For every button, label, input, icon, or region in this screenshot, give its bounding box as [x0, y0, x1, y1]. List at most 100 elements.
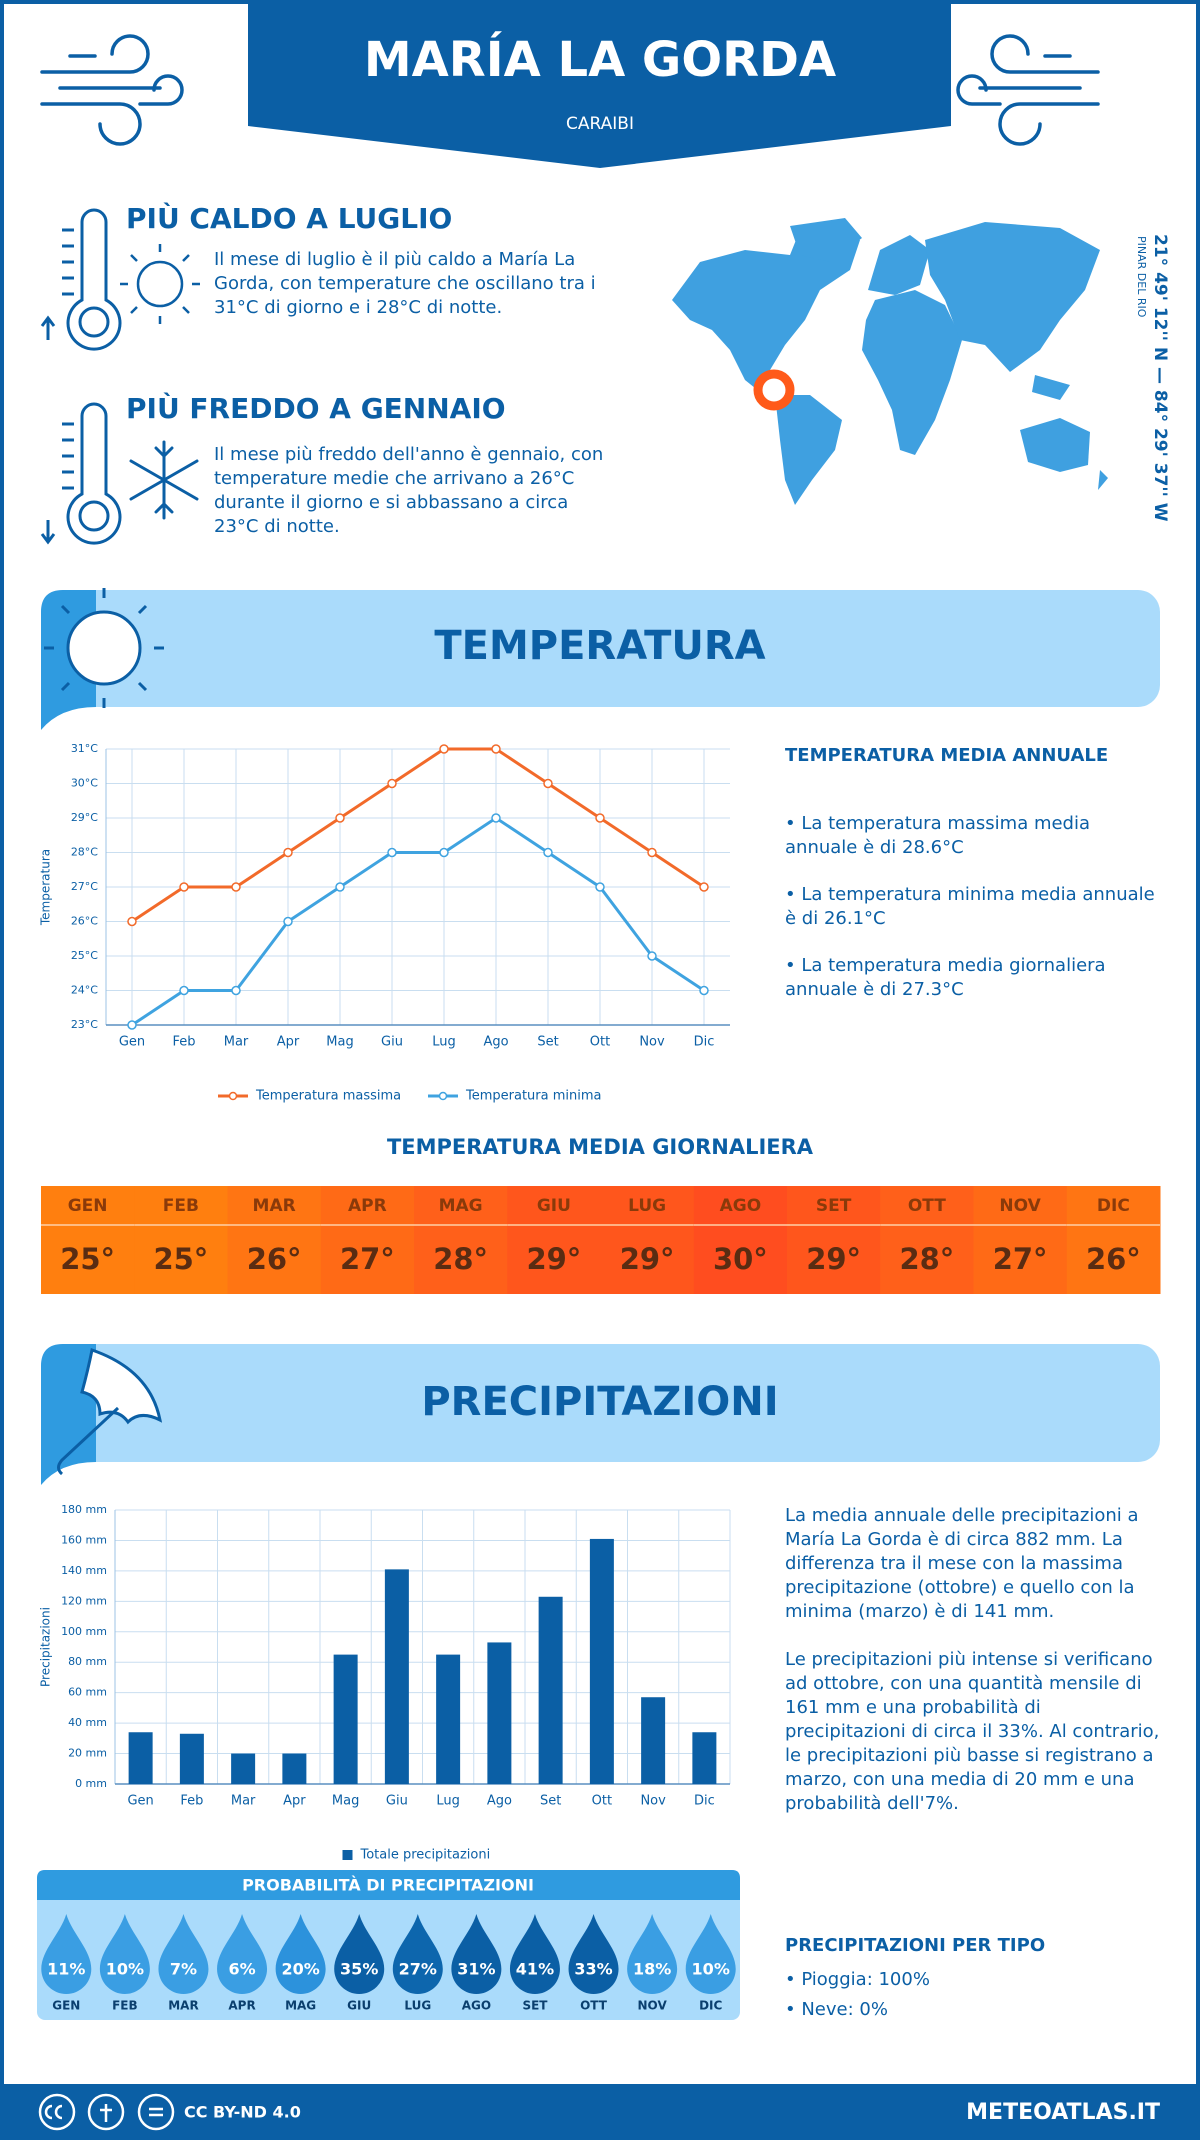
- table-value-cell: [41, 1224, 135, 1294]
- y-tick-label: 24°C: [71, 984, 98, 997]
- probability-value: 6%: [228, 1960, 255, 1979]
- section-banner: [41, 1344, 1160, 1462]
- y-tick-label: 30°C: [71, 777, 98, 790]
- x-tick-label: Giu: [381, 1035, 403, 1050]
- table-header-cell: [134, 1186, 228, 1224]
- region: PINAR DEL RIO: [1135, 236, 1148, 318]
- probability-value: 20%: [281, 1960, 319, 1979]
- wind-icon: [40, 34, 184, 146]
- legend-swatch: [342, 1850, 353, 1860]
- snowflake-icon: [129, 440, 199, 520]
- x-tick-label: Dic: [694, 1035, 715, 1050]
- bar: [179, 1733, 204, 1784]
- probability-value: 10%: [106, 1960, 144, 1979]
- probability-month: FEB: [112, 1999, 138, 2013]
- probability-drop: [275, 1914, 326, 1994]
- type-item: • Neve: 0%: [785, 1999, 888, 2020]
- x-tick-label: Lug: [436, 1794, 460, 1809]
- bar: [231, 1753, 256, 1784]
- x-tick-label: Nov: [640, 1794, 666, 1809]
- wind-icon: [956, 34, 1100, 146]
- umbrella-icon: [57, 1348, 163, 1476]
- bar: [692, 1732, 717, 1784]
- y-axis-label: Temperatura: [39, 849, 53, 926]
- probability-month: GIU: [347, 1999, 371, 2013]
- precip-paragraph: Le precipitazioni più intense si verific…: [785, 1649, 1160, 1814]
- probability-month: MAG: [285, 1999, 316, 2013]
- probability-value: 41%: [516, 1960, 554, 1979]
- summary-bullet: • La temperatura media giornaliera annua…: [785, 955, 1106, 1000]
- probability-month: MAR: [168, 1999, 198, 2013]
- y-axis-label: Precipitazioni: [39, 1607, 53, 1687]
- table-header-cell: [973, 1186, 1068, 1224]
- table-header-cell: [693, 1186, 788, 1224]
- line-point: [283, 847, 293, 858]
- y-tick-label: 28°C: [71, 846, 98, 859]
- probability-value: 7%: [170, 1960, 197, 1979]
- location-marker: [753, 369, 795, 411]
- line-point: [647, 847, 657, 858]
- x-tick-label: Ago: [487, 1794, 512, 1809]
- x-tick-label: Mag: [326, 1035, 353, 1050]
- legend-label: Totale precipitazioni: [360, 1848, 491, 1863]
- line-point: [335, 882, 345, 892]
- x-tick-label: Nov: [639, 1035, 665, 1050]
- probability-month: LUG: [404, 1999, 431, 2013]
- table-value: 25°: [153, 1242, 208, 1276]
- y-tick-label: 25°C: [71, 949, 98, 962]
- y-tick-label: 20 mm: [68, 1747, 107, 1760]
- section-title: TEMPERATURA: [434, 623, 765, 669]
- table-value: 29°: [620, 1242, 675, 1276]
- highlight-title: PIÙ CALDO A LUGLIO: [126, 202, 453, 235]
- table-month: OTT: [908, 1196, 946, 1216]
- probability-value: 27%: [399, 1960, 437, 1979]
- summary-title: TEMPERATURA MEDIA ANNUALE: [785, 745, 1109, 766]
- probability-drop: [334, 1914, 385, 1994]
- x-tick-label: Feb: [172, 1035, 195, 1050]
- table-value-cell: [973, 1224, 1068, 1294]
- table-value-cell: [227, 1224, 322, 1294]
- table-month: MAR: [253, 1196, 296, 1216]
- table-value-cell: [134, 1224, 228, 1294]
- bar: [487, 1642, 512, 1784]
- x-tick-label: Gen: [119, 1035, 145, 1050]
- probability-drop: [509, 1914, 560, 1994]
- probability-month: APR: [228, 1999, 255, 2013]
- probability-drop: [568, 1914, 619, 1994]
- table-header-cell: [600, 1186, 695, 1224]
- bar: [128, 1732, 153, 1784]
- x-tick-label: Ott: [592, 1794, 612, 1809]
- probability-month: SET: [522, 1999, 548, 2013]
- y-tick-label: 26°C: [71, 915, 98, 928]
- table-header-cell: [880, 1186, 974, 1224]
- highlight-title: PIÙ FREDDO A GENNAIO: [126, 392, 506, 425]
- type-title: PRECIPITAZIONI PER TIPO: [785, 1935, 1046, 1956]
- table-value: 29°: [526, 1242, 581, 1276]
- table-month: AGO: [720, 1196, 762, 1216]
- line-series: [131, 747, 705, 923]
- table-value: 28°: [899, 1242, 954, 1276]
- legend-label: Temperatura massima: [255, 1089, 401, 1104]
- x-tick-label: Set: [540, 1794, 561, 1809]
- x-tick-label: Apr: [277, 1035, 300, 1050]
- bar: [538, 1596, 563, 1784]
- line-point: [439, 847, 449, 858]
- section-banner: [41, 590, 1160, 707]
- page-subtitle: CARAIBI: [566, 114, 634, 134]
- probability-drop: [392, 1914, 443, 1994]
- table-value: 27°: [340, 1242, 395, 1276]
- table-value: 28°: [433, 1242, 488, 1276]
- header-banner: [248, 0, 951, 168]
- line-point: [179, 985, 189, 996]
- x-tick-label: Mar: [224, 1035, 249, 1050]
- line-point: [283, 916, 293, 927]
- bar: [641, 1697, 666, 1784]
- thermometer-icon: [40, 208, 122, 351]
- legend-swatch: [438, 1091, 448, 1101]
- table-value-cell: [507, 1224, 601, 1294]
- summary-bullet: • La temperatura massima media annuale è…: [785, 813, 1091, 858]
- x-tick-label: Ott: [590, 1035, 610, 1050]
- world-map: [672, 218, 1108, 505]
- bar: [589, 1538, 614, 1784]
- y-tick-label: 100 mm: [61, 1625, 107, 1638]
